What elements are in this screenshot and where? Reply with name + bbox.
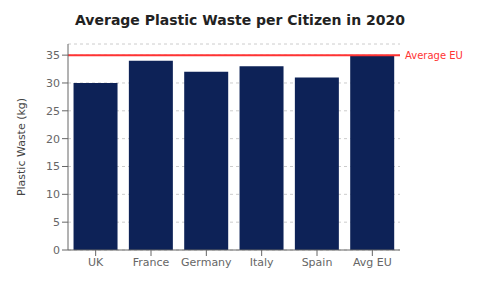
- svg-text:France: France: [133, 256, 170, 269]
- svg-text:15: 15: [46, 160, 60, 173]
- svg-text:5: 5: [53, 216, 60, 229]
- svg-text:Spain: Spain: [302, 256, 333, 269]
- svg-text:Plastic Waste (kg): Plastic Waste (kg): [15, 98, 28, 196]
- svg-text:30: 30: [46, 77, 60, 90]
- svg-text:Germany: Germany: [181, 256, 232, 269]
- svg-text:Italy: Italy: [250, 256, 274, 269]
- svg-text:20: 20: [46, 133, 60, 146]
- svg-text:35: 35: [46, 49, 60, 62]
- svg-text:10: 10: [46, 188, 60, 201]
- svg-text:0: 0: [53, 244, 60, 257]
- svg-text:25: 25: [46, 105, 60, 118]
- svg-text:UK: UK: [88, 256, 104, 269]
- svg-text:Average EU: Average EU: [405, 50, 463, 61]
- html-text:Average Plastic Waste per Citi: Average Plastic Waste per Citizen in 202…: [75, 12, 405, 28]
- svg-text:Avg EU: Avg EU: [353, 256, 392, 269]
